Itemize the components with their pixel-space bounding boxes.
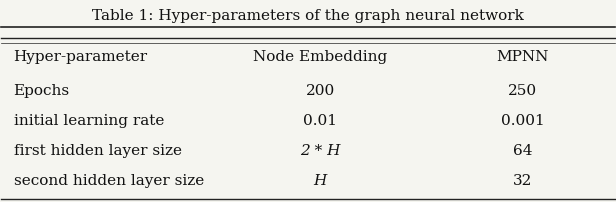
Text: MPNN: MPNN xyxy=(496,50,549,64)
Text: 200: 200 xyxy=(306,84,335,98)
Text: 0.01: 0.01 xyxy=(303,114,338,128)
Text: 0.001: 0.001 xyxy=(501,114,545,128)
Text: Node Embedding: Node Embedding xyxy=(253,50,387,64)
Text: Epochs: Epochs xyxy=(14,84,70,98)
Text: 2 * H: 2 * H xyxy=(300,144,341,158)
Text: second hidden layer size: second hidden layer size xyxy=(14,174,204,188)
Text: initial learning rate: initial learning rate xyxy=(14,114,164,128)
Text: Hyper-parameter: Hyper-parameter xyxy=(14,50,148,64)
Text: H: H xyxy=(314,174,327,188)
Text: 32: 32 xyxy=(513,174,532,188)
Text: 64: 64 xyxy=(513,144,532,158)
Text: 250: 250 xyxy=(508,84,537,98)
Text: Table 1: Hyper-parameters of the graph neural network: Table 1: Hyper-parameters of the graph n… xyxy=(92,9,524,23)
Text: first hidden layer size: first hidden layer size xyxy=(14,144,182,158)
